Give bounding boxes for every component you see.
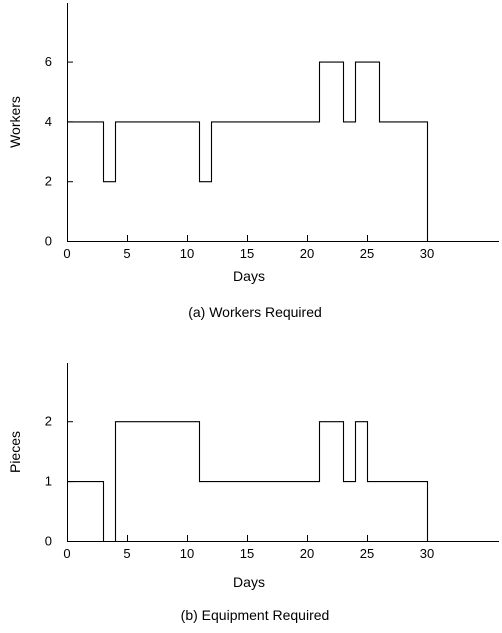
equipment-x-tick-label: 25: [360, 546, 374, 561]
equipment-step-series: [67, 421, 429, 543]
equipment-x-axis-label: Days: [233, 574, 265, 590]
equipment-x-tick-label: 5: [123, 546, 130, 561]
workers-y-tick-label: 6: [45, 54, 52, 69]
workers-x-tick-label: 5: [123, 246, 130, 261]
workers-x-tick-label: 25: [360, 246, 374, 261]
equipment-y-tick-label: 2: [45, 414, 52, 429]
equipment-x-tick-label: 20: [300, 546, 314, 561]
workers-x-tick-label: 30: [420, 246, 434, 261]
equipment-caption: (b) Equipment Required: [181, 607, 330, 623]
workers-required-chart: 0 5 10 15 20 25 30 0 2 4 6 Days Workers (a) Workers R…: [7, 3, 499, 320]
workers-x-tick-label: 10: [180, 246, 194, 261]
workers-caption: (a) Workers Required: [188, 304, 322, 320]
workers-step-series: [67, 61, 429, 242]
equipment-required-chart: 0 5 10 15 20 25 30 0 1 2 Days Pieces (b) Equipment R…: [7, 363, 499, 623]
equipment-x-tick-label: 15: [240, 546, 254, 561]
workers-x-tick-label: 15: [240, 246, 254, 261]
workers-x-axis-label: Days: [233, 268, 265, 284]
equipment-x-tick-label: 0: [63, 546, 70, 561]
workers-y-tick-label: 0: [45, 234, 52, 249]
equipment-y-tick-label: 0: [45, 534, 52, 549]
workers-y-tick-label: 4: [45, 114, 52, 129]
equipment-x-tick-label: 30: [420, 546, 434, 561]
workers-y-axis-label: Workers: [7, 96, 23, 148]
workers-x-tick-label: 20: [300, 246, 314, 261]
workers-y-tick-label: 2: [45, 174, 52, 189]
equipment-x-tick-label: 10: [180, 546, 194, 561]
workers-x-tick-label: 0: [63, 246, 70, 261]
equipment-y-tick-label: 1: [45, 474, 52, 489]
equipment-y-axis-label: Pieces: [7, 431, 23, 473]
